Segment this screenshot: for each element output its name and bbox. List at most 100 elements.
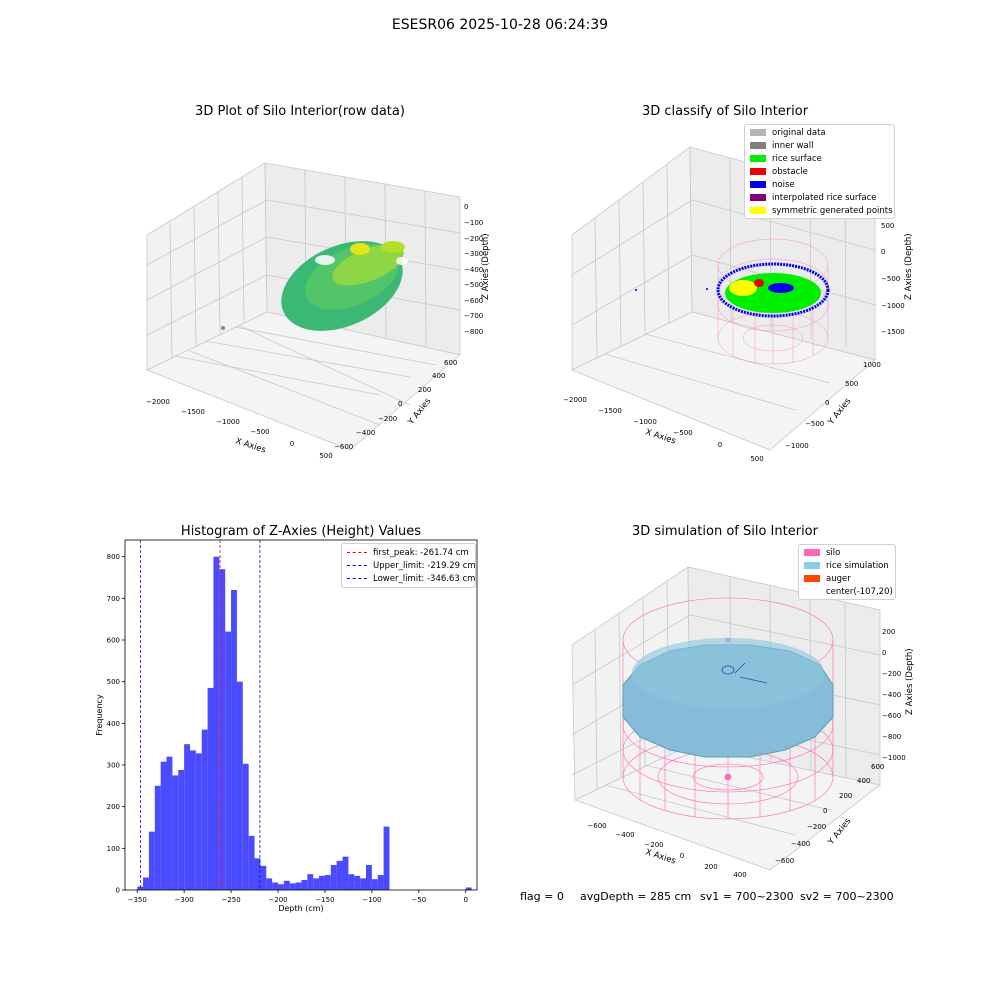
classify-point-cloud [635, 262, 830, 318]
simulation-legend: silo rice simulation auger center(-107,2… [798, 544, 896, 600]
histogram-bar [166, 756, 173, 890]
legend-item-rice-surface: rice surface [745, 152, 894, 165]
svg-text:−1000: −1000 [785, 442, 809, 450]
svg-text:−700: −700 [464, 312, 483, 320]
histogram-bar [366, 865, 372, 890]
svg-text:−500: −500 [673, 429, 692, 437]
y-tick-label: 700 [107, 595, 120, 603]
histogram-title: Histogram of Z-Axies (Height) Values [180, 524, 422, 539]
x-tick-label: −250 [221, 896, 240, 904]
svg-text:500: 500 [319, 452, 332, 460]
legend-item-first-peak: first_peak: -261.74 cm [342, 546, 475, 559]
raw-y-label: Y Axies [406, 396, 434, 428]
histogram-bar [148, 831, 155, 890]
raw-point-cloud [221, 241, 408, 331]
histogram-bar [248, 835, 255, 890]
simulation-x-label: X Axies [644, 847, 677, 866]
svg-text:200: 200 [418, 386, 431, 394]
figure-title: ESESR06 2025-10-28 06:24:39 [391, 17, 609, 33]
histogram-bar [342, 856, 349, 890]
y-tick-label: 800 [107, 553, 120, 561]
raw-x-ticks: −2000 −1500 −1000 −500 0 500 [146, 398, 333, 460]
histogram-bar [236, 681, 243, 890]
legend-item-upper-limit: Upper_limit: -219.29 cm [342, 559, 476, 572]
classify-z-ticks: 500 0 −500 −1000 −1500 [881, 222, 905, 336]
histogram-bar [143, 877, 149, 890]
legend-item-symmetric: symmetric generated points [745, 204, 894, 217]
svg-text:−500: −500 [881, 275, 900, 283]
svg-text:−400: −400 [464, 266, 483, 274]
svg-text:200: 200 [704, 863, 717, 871]
histogram-bar [254, 858, 261, 890]
y-tick-label: 500 [107, 678, 120, 686]
histogram-bar [154, 785, 161, 890]
svg-text:500: 500 [750, 455, 763, 463]
svg-text:−1000: −1000 [882, 754, 906, 762]
y-tick-label: 100 [107, 845, 120, 853]
svg-text:0: 0 [464, 203, 468, 211]
status-flag: flag = 0 [520, 890, 564, 903]
histogram-y-label: Frequency [95, 694, 104, 736]
svg-text:−600: −600 [334, 443, 353, 451]
histogram-bar [225, 631, 232, 890]
histogram-bar [324, 875, 331, 890]
simulation-z-ticks: 200 0 −200 −400 −600 −800 −1000 [882, 628, 906, 762]
svg-text:400: 400 [432, 372, 445, 380]
svg-text:−200: −200 [464, 235, 483, 243]
svg-text:400: 400 [857, 777, 870, 785]
histogram-bar [383, 826, 390, 890]
y-tick-label: 600 [107, 637, 120, 645]
simulation-3d-plot: −600 −400 −200 0 200 400 X Axies −600 −4… [571, 566, 915, 879]
histogram-bar [213, 556, 220, 890]
simulation-z-label: Z Axies (Depth) [905, 648, 915, 715]
legend-item-auger: auger [799, 572, 895, 585]
status-avg-depth: avgDepth = 285 cm [580, 890, 692, 903]
classify-z-label: Z Axies (Depth) [904, 233, 914, 300]
histogram-bar [360, 878, 367, 890]
svg-text:1000: 1000 [863, 361, 881, 369]
histogram-bar [319, 875, 325, 890]
histogram-bar [330, 865, 337, 890]
status-sv2: sv2 = 700~2300 [800, 890, 894, 903]
y-tick-label: 200 [107, 803, 120, 811]
histogram-bar [354, 875, 361, 890]
svg-text:−600: −600 [587, 822, 606, 830]
svg-text:0: 0 [398, 400, 402, 408]
svg-text:−1500: −1500 [881, 328, 905, 336]
svg-text:−600: −600 [464, 297, 483, 305]
histogram-bar [260, 865, 267, 890]
svg-text:200: 200 [839, 792, 852, 800]
x-tick-label: −100 [362, 896, 381, 904]
svg-text:−2000: −2000 [563, 396, 587, 404]
svg-text:−200: −200 [882, 670, 901, 678]
svg-text:−400: −400 [356, 429, 375, 437]
legend-item-center: center(-107,20) [826, 586, 893, 597]
legend-item-noise: noise [745, 178, 894, 191]
histogram-bar [219, 569, 226, 890]
x-tick-label: −300 [175, 896, 194, 904]
histogram-vlines [139, 540, 261, 890]
svg-text:−400: −400 [615, 831, 634, 839]
histogram-legend: first_peak: -261.74 cm Upper_limit: -219… [341, 543, 476, 588]
histogram-bar [190, 750, 196, 890]
histogram-bar [207, 687, 214, 890]
svg-text:0: 0 [718, 441, 722, 449]
status-sv1: sv1 = 700~2300 [700, 890, 794, 903]
svg-text:400: 400 [733, 871, 746, 879]
svg-text:−500: −500 [805, 420, 824, 428]
svg-text:500: 500 [881, 222, 894, 230]
classify-y-ticks: −1000 −500 0 500 1000 [785, 361, 881, 450]
svg-text:600: 600 [444, 359, 457, 367]
svg-text:−800: −800 [882, 733, 901, 741]
histogram-bar [289, 883, 296, 890]
classify-plot-title: 3D classify of Silo Interior [641, 104, 809, 119]
legend-item-obstacle: obstacle [745, 165, 894, 178]
histogram-x-label: Depth (cm) [278, 904, 323, 913]
histogram-bar [465, 887, 472, 890]
svg-text:−2000: −2000 [146, 398, 170, 406]
histogram-x-ticks: −350 −300 −250 −200 −150 −100 −50 0 [128, 890, 468, 904]
histogram-bar [301, 880, 308, 890]
histogram-bar [137, 886, 144, 890]
histogram-bar [307, 874, 314, 890]
histogram-bar [172, 775, 179, 890]
